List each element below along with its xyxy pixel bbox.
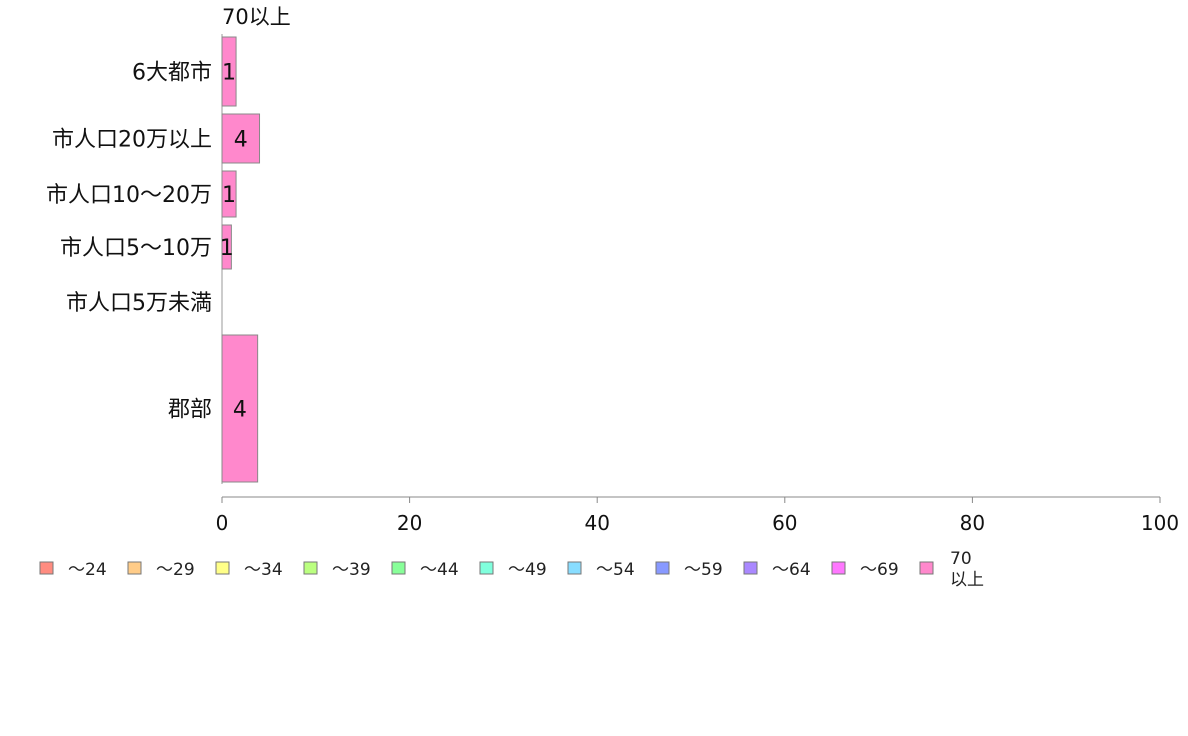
data-label: 1 [222, 61, 236, 86]
bar-segment [221, 113, 261, 164]
legend-label: 〜54 [596, 560, 635, 580]
legend-swatch [743, 561, 758, 575]
x-tick-label: 100 [1141, 511, 1179, 535]
legend-label: 70 以上 [950, 549, 984, 590]
x-tick-label: 20 [397, 511, 422, 535]
legend-label: 〜69 [860, 560, 899, 580]
legend-swatch [919, 561, 934, 575]
legend-swatch [479, 561, 494, 575]
legend-label: 〜44 [420, 560, 459, 580]
x-tick-label: 60 [772, 511, 797, 535]
data-label: 4 [234, 128, 248, 153]
category-label: 市人口20万以上 [52, 128, 212, 153]
header-label-group: 70以上 [222, 5, 291, 29]
x-tick-label: 0 [216, 511, 229, 535]
legend-swatch [39, 561, 54, 575]
data-label: 1 [222, 183, 236, 208]
legend-swatch [303, 561, 318, 575]
legend-label: 〜39 [332, 560, 371, 580]
category-label: 市人口5〜10万 [60, 236, 212, 261]
legend-swatch [391, 561, 406, 575]
category-label: 市人口5万未満 [66, 291, 212, 316]
header-label: 70以上 [222, 5, 291, 29]
legend-label: 〜24 [68, 560, 107, 580]
legend-swatch [655, 561, 670, 575]
legend-label: 〜29 [156, 560, 195, 580]
bar-segment [221, 224, 232, 270]
x-axis: 0 20 40 60 80 100 [216, 496, 1179, 535]
legend-swatch [127, 561, 142, 575]
legend-label: 〜64 [772, 560, 811, 580]
legend-swatch [831, 561, 846, 575]
legend: 〜24 〜29 〜34 〜39 〜44 〜49 〜54 〜59 〜64 〜69 70 以上 [39, 549, 984, 590]
category-label: 市人口10〜20万 [46, 183, 212, 208]
category-label: 6大都市 [132, 61, 212, 86]
bar-segment [221, 170, 237, 218]
data-label: 4 [233, 398, 247, 423]
legend-label: 〜49 [508, 560, 547, 580]
legend-swatch [215, 561, 230, 575]
x-tick-label: 80 [960, 511, 985, 535]
legend-label: 〜59 [684, 560, 723, 580]
bars: 1 4 1 1 4 [220, 34, 261, 484]
category-label: 郡部 [168, 398, 212, 423]
bar-segment [221, 334, 259, 483]
legend-label: 〜34 [244, 560, 283, 580]
legend-swatch [567, 561, 582, 575]
bar-segment [221, 36, 237, 107]
data-label: 1 [220, 236, 234, 261]
x-tick-label: 40 [584, 511, 609, 535]
